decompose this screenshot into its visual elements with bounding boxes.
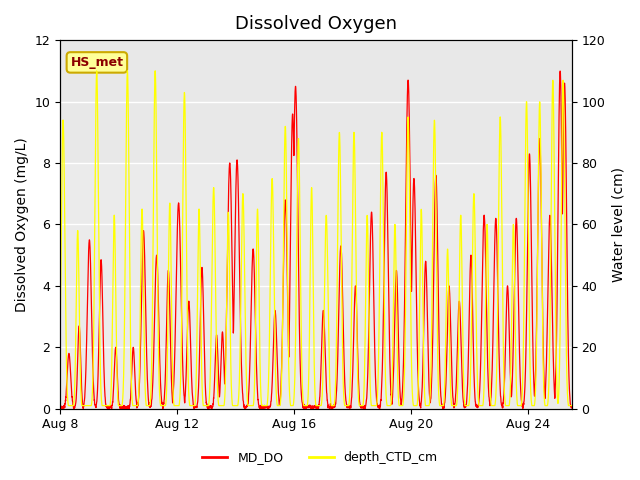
Text: HS_met: HS_met bbox=[70, 56, 124, 69]
Title: Dissolved Oxygen: Dissolved Oxygen bbox=[235, 15, 397, 33]
Legend: MD_DO, depth_CTD_cm: MD_DO, depth_CTD_cm bbox=[197, 446, 443, 469]
Y-axis label: Water level (cm): Water level (cm) bbox=[611, 167, 625, 282]
Y-axis label: Dissolved Oxygen (mg/L): Dissolved Oxygen (mg/L) bbox=[15, 137, 29, 312]
Bar bbox=[60, 163, 572, 408]
